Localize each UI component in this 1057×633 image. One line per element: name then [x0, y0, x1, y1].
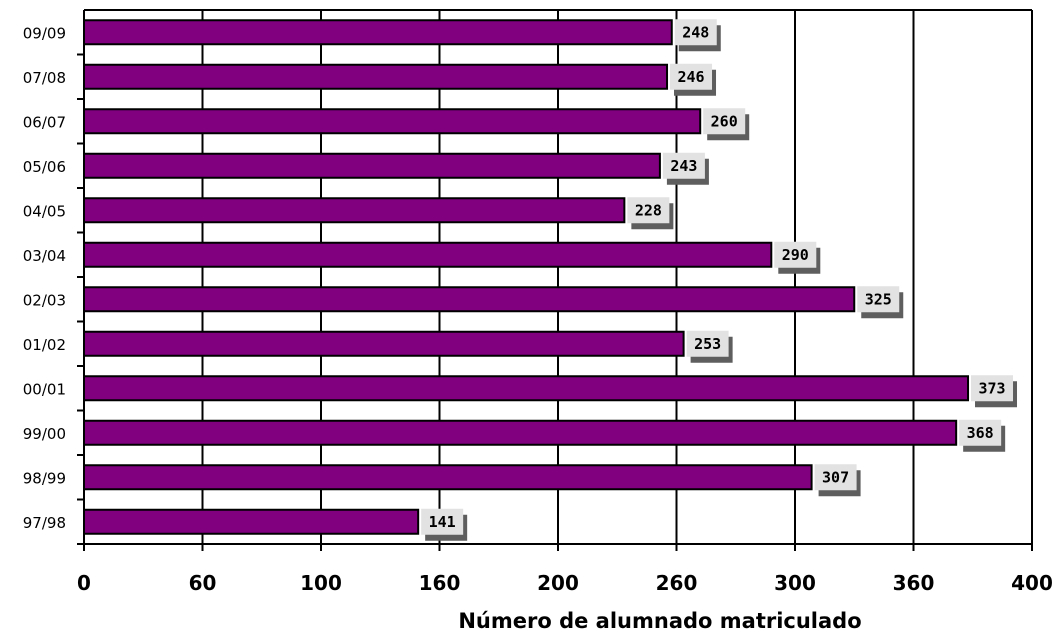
x-tick-label: 0: [77, 571, 91, 595]
data-label-box: [627, 197, 670, 224]
bar: [83, 286, 856, 313]
category-label: 00/01: [23, 380, 66, 398]
category-label: 99/00: [23, 425, 66, 443]
category-label: 97/98: [23, 514, 66, 532]
bar: [83, 330, 685, 357]
category-label: 05/06: [23, 158, 66, 176]
bar: [83, 19, 673, 46]
data-label: 228: [635, 201, 662, 219]
bar: [83, 375, 970, 402]
category-label: 07/08: [23, 69, 66, 87]
x-tick-label: 60: [189, 571, 217, 595]
data-label-box: [959, 419, 1002, 446]
category-label: 03/04: [23, 247, 66, 265]
grid-lines: [201, 10, 1033, 544]
x-tick-label: 200: [537, 571, 579, 595]
x-tick-label: 360: [893, 571, 935, 595]
x-tick-label: 260: [656, 571, 698, 595]
bar: [83, 464, 813, 491]
bar: [83, 241, 773, 268]
data-label-box: [421, 508, 464, 535]
x-tick-label: 100: [300, 571, 342, 595]
bar: [83, 419, 958, 446]
x-tick-label: 160: [419, 571, 461, 595]
data-label: 260: [711, 112, 738, 130]
data-label: 246: [677, 68, 704, 86]
data-label-box: [686, 330, 729, 357]
data-label-box: [674, 19, 717, 46]
data-label: 253: [694, 335, 721, 353]
data-label-box: [774, 241, 817, 268]
data-label: 325: [865, 290, 892, 308]
bar: [83, 508, 420, 535]
bar: [83, 108, 702, 135]
data-labels: 248 246 260 243 228 290 325 253 373 368 307 141: [421, 19, 1018, 541]
data-label-box: [814, 464, 857, 491]
category-label: 01/02: [23, 336, 66, 354]
x-axis: 0 60 100 160 200 260 300 360 400: [77, 9, 1053, 595]
bar: [83, 63, 669, 90]
category-labels: 09/09 07/08 06/07 05/06 04/05 03/04 02/03 01/02…: [23, 24, 66, 532]
bar: [83, 197, 626, 224]
category-label: 02/03: [23, 291, 66, 309]
category-label: 04/05: [23, 202, 66, 220]
data-label-box: [662, 152, 705, 179]
data-label: 243: [670, 157, 697, 175]
category-label: 06/07: [23, 113, 66, 131]
bars: [83, 19, 970, 535]
data-label-box: [971, 375, 1014, 402]
data-label: 368: [967, 424, 994, 442]
x-axis-title: Número de alumnado matriculado: [458, 609, 861, 633]
data-label-box: [857, 286, 900, 313]
data-label: 248: [682, 23, 709, 41]
data-label: 307: [822, 468, 849, 486]
data-label: 290: [782, 246, 809, 264]
data-label-box: [670, 63, 713, 90]
x-tick-label: 300: [774, 571, 816, 595]
data-label: 373: [978, 379, 1005, 397]
category-label: 09/09: [23, 24, 66, 42]
x-tick-label: 400: [1011, 571, 1053, 595]
category-label: 98/99: [23, 469, 66, 487]
data-label: 141: [429, 513, 456, 531]
data-label-box: [703, 108, 746, 135]
bar: [83, 152, 661, 179]
